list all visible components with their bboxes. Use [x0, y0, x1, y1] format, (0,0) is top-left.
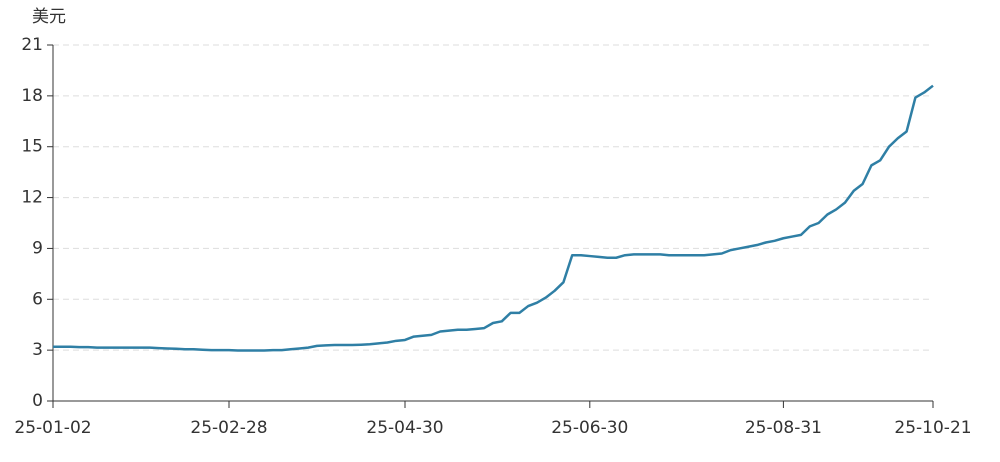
y-tick-label: 15 — [21, 137, 43, 157]
x-tick-label: 25-08-31 — [745, 418, 822, 438]
y-tick-label: 3 — [32, 340, 43, 360]
y-tick-label: 18 — [21, 86, 43, 106]
y-tick-label: 9 — [32, 238, 43, 258]
y-axis-label: 美元 — [32, 7, 66, 27]
y-tick-label: 6 — [32, 289, 43, 309]
x-tick-label: 25-01-02 — [14, 418, 91, 438]
x-tick-label: 25-10-21 — [894, 418, 971, 438]
y-tick-label: 21 — [21, 35, 43, 55]
x-tick-label: 25-02-28 — [190, 418, 267, 438]
x-tick-label: 25-04-30 — [366, 418, 443, 438]
x-tick-label: 25-06-30 — [551, 418, 628, 438]
data-line — [53, 84, 934, 352]
y-tick-label: 12 — [21, 188, 43, 208]
y-tick-label: 0 — [32, 391, 43, 411]
